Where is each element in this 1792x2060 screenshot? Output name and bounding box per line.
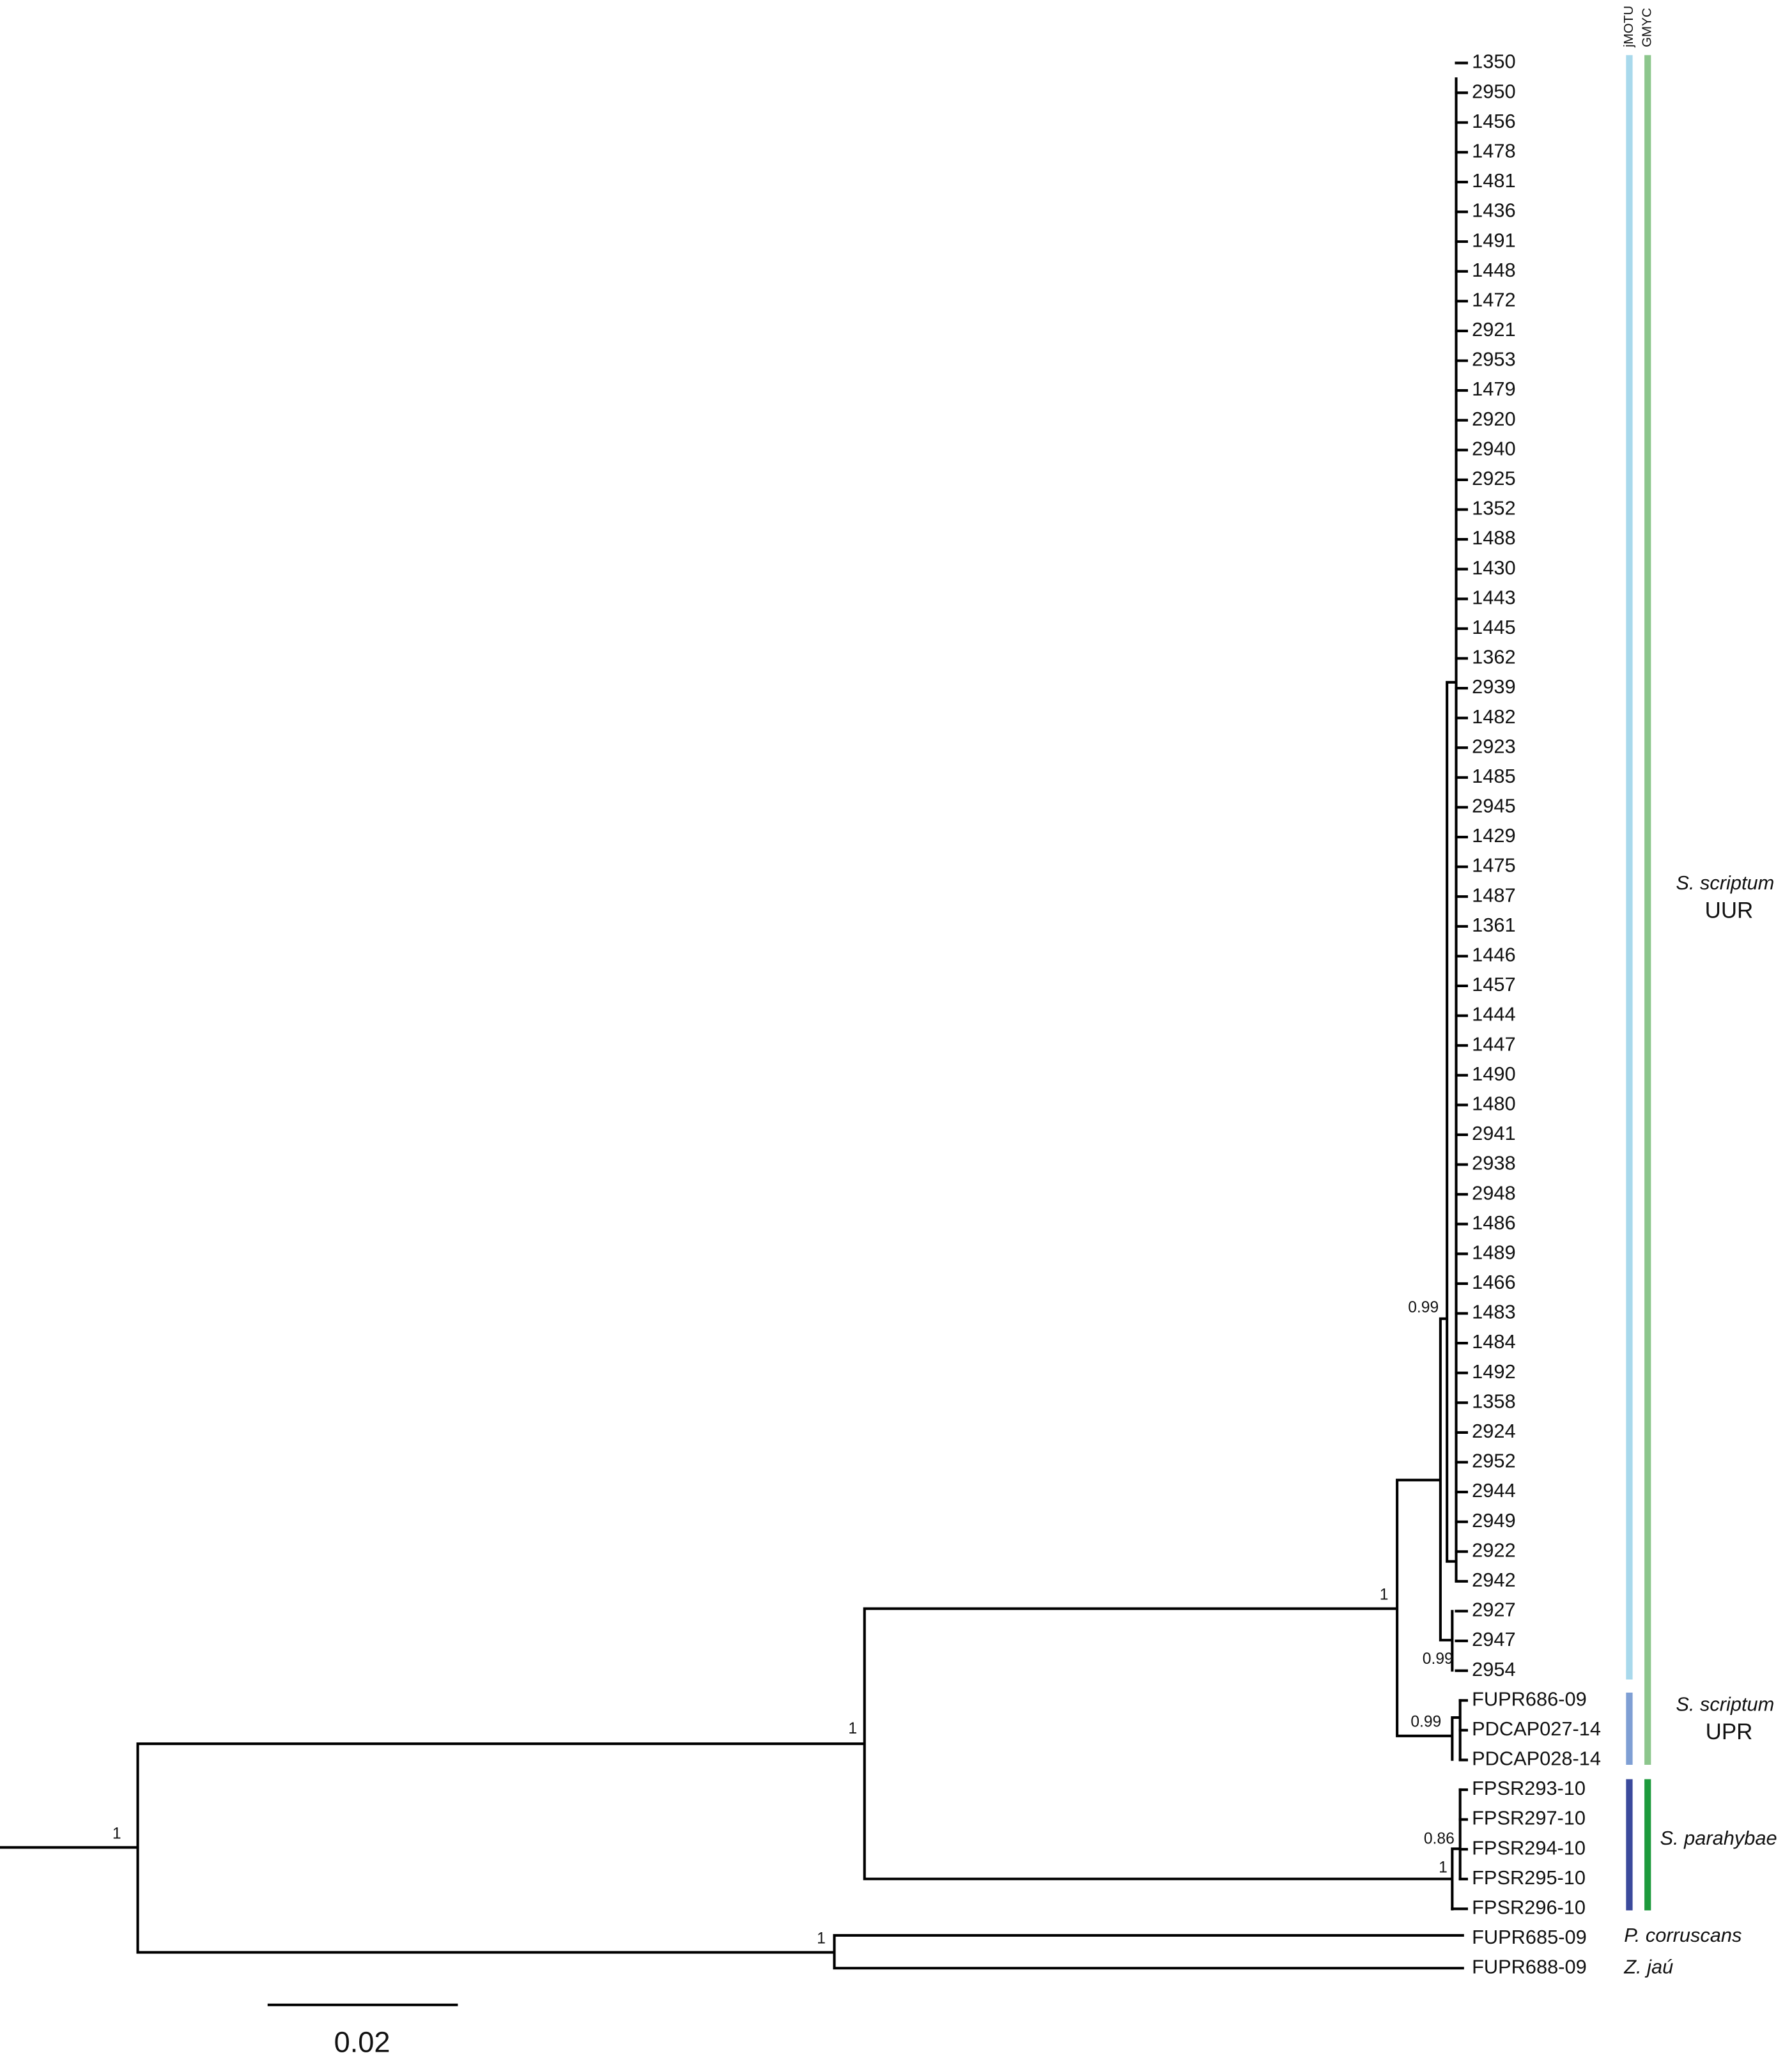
leaf-label: 1350 <box>1472 50 1515 73</box>
leaf-label: 1479 <box>1472 378 1515 400</box>
support-value: 1 <box>1439 1859 1448 1877</box>
leaf-label: 1457 <box>1472 973 1515 995</box>
leaf-label: FUPR685-09 <box>1472 1926 1587 1948</box>
leaf-label: 2954 <box>1472 1658 1515 1680</box>
support-value: 0.99 <box>1410 1714 1441 1731</box>
leaf-label: 1485 <box>1472 765 1515 787</box>
leaf-label: 2942 <box>1472 1569 1515 1591</box>
clade-group: UUR <box>1705 898 1754 923</box>
leaf-label: 2947 <box>1472 1628 1515 1650</box>
leaf-label: 1430 <box>1472 557 1515 579</box>
leaf-label: 1447 <box>1472 1033 1515 1055</box>
support-value: 0.99 <box>1408 1299 1439 1316</box>
leaf-label: 2924 <box>1472 1420 1515 1442</box>
leaf-label: 1448 <box>1472 259 1515 281</box>
leaf-label: 2938 <box>1472 1152 1515 1174</box>
leaf-label: FPSR296-10 <box>1472 1896 1586 1919</box>
leaf-label: FPSR295-10 <box>1472 1866 1586 1889</box>
leaf-label: FPSR297-10 <box>1472 1807 1586 1829</box>
leaf-branches <box>1451 61 1468 1910</box>
leaf-label: 1491 <box>1472 229 1515 251</box>
clade-name: S. scriptum <box>1676 1693 1774 1716</box>
leaf-label: 1478 <box>1472 139 1515 162</box>
leaf-label: 1487 <box>1472 884 1515 906</box>
scale-label: 0.02 <box>334 2025 390 2058</box>
leaf-label: 1466 <box>1472 1271 1515 1293</box>
leaf-label: 1490 <box>1472 1063 1515 1085</box>
clade-name: Z. jaú <box>1623 1955 1673 1978</box>
leaf-label: 1472 <box>1472 288 1515 311</box>
leaf-label: 2927 <box>1472 1599 1515 1621</box>
leaf-label: FPSR294-10 <box>1472 1836 1586 1859</box>
leaf-label: FPSR293-10 <box>1472 1777 1586 1799</box>
leaf-label: 1486 <box>1472 1211 1515 1234</box>
leaf-label: PDCAP027-14 <box>1472 1718 1601 1740</box>
column-header: jMOTU <box>1621 6 1636 48</box>
leaf-label: PDCAP028-14 <box>1472 1748 1601 1770</box>
leaf-label: 1475 <box>1472 854 1515 877</box>
leaf-label: 2944 <box>1472 1479 1515 1502</box>
leaf-label: 2949 <box>1472 1509 1515 1532</box>
branch <box>0 77 1464 1970</box>
leaf-label: 2945 <box>1472 795 1515 817</box>
leaf-label: FUPR688-09 <box>1472 1956 1587 1978</box>
leaf-label: 1483 <box>1472 1301 1515 1323</box>
leaf-label: 1484 <box>1472 1330 1515 1353</box>
clade-name: S. scriptum <box>1676 872 1774 894</box>
clade-name: S. parahybae <box>1660 1827 1777 1849</box>
leaf-label: 1361 <box>1472 914 1515 936</box>
leaf-label: 1436 <box>1472 199 1515 222</box>
support-value: 1 <box>848 1720 857 1737</box>
leaf-label: 2939 <box>1472 675 1515 698</box>
leaf-label: 1492 <box>1472 1360 1515 1383</box>
leaf-label: 2925 <box>1472 467 1515 489</box>
leaf-label: 2922 <box>1472 1539 1515 1561</box>
leaf-label: 2941 <box>1472 1122 1515 1144</box>
leaf-label: 1489 <box>1472 1241 1515 1263</box>
leaf-label: 1488 <box>1472 527 1515 549</box>
leaf-label: 1446 <box>1472 944 1515 966</box>
leaf-label: 2923 <box>1472 735 1515 757</box>
leaf-label: 1482 <box>1472 705 1515 728</box>
leaf-label: 2953 <box>1472 348 1515 371</box>
leaf-label: 1352 <box>1472 497 1515 519</box>
leaf-label: 2948 <box>1472 1181 1515 1204</box>
leaf-label: 2921 <box>1472 318 1515 341</box>
leaf-label: FUPR686-09 <box>1472 1687 1587 1710</box>
clade-name: P. corruscans <box>1624 1924 1742 1946</box>
support-value: 1 <box>1380 1587 1389 1604</box>
support-value: 1 <box>112 1825 121 1842</box>
leaf-label: 1456 <box>1472 110 1515 132</box>
column-header: GMYC <box>1640 8 1655 47</box>
leaf-label: 2920 <box>1472 408 1515 430</box>
leaf-label: 1445 <box>1472 616 1515 638</box>
leaf-label: 1429 <box>1472 824 1515 847</box>
tree-branches <box>0 77 1464 1970</box>
leaf-label: 1480 <box>1472 1092 1515 1114</box>
leaf-label: 1358 <box>1472 1390 1515 1412</box>
support-value: 0.99 <box>1423 1650 1453 1668</box>
support-value: 0.86 <box>1424 1831 1455 1848</box>
leaf-label: 2952 <box>1472 1450 1515 1472</box>
delimitation-bars <box>1626 55 1651 1910</box>
leaf-label: 2950 <box>1472 80 1515 102</box>
clade-group: UPR <box>1706 1719 1753 1744</box>
support-value: 1 <box>817 1930 826 1948</box>
leaf-label: 1443 <box>1472 586 1515 608</box>
leaf-label: 1362 <box>1472 646 1515 668</box>
leaf-label: 2940 <box>1472 437 1515 459</box>
leaf-label: 1481 <box>1472 169 1515 192</box>
leaf-label: 1444 <box>1472 1003 1515 1026</box>
